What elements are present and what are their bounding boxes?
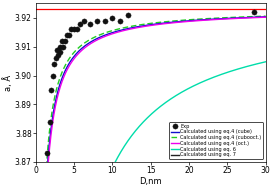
Exp [56,54,60,57]
Line: Calculated using eq.4 (oct.): Calculated using eq.4 (oct.) [46,17,266,189]
Exp [58,51,62,54]
Y-axis label: a, Å: a, Å [4,75,13,91]
Exp [87,22,92,25]
Calculated using eq. 6 [210,77,213,79]
Exp [75,28,79,31]
Calculated using eq.4 (cubooct.) [174,20,177,22]
Exp [54,48,59,51]
Exp [103,19,107,22]
Calculated using eq. 6 [145,118,148,120]
Calculated using eq.4 (oct.) [191,20,194,22]
Exp [110,16,115,19]
Calculated using eq.4 (cube) [144,24,147,27]
Calculated using eq.4 (cubooct.) [83,42,86,44]
Exp [78,22,82,25]
Calculated using eq.4 (oct.) [264,16,267,18]
Calculated using eq.4 (cube) [174,21,177,23]
X-axis label: D,nm: D,nm [139,177,162,186]
Calculated using eq.4 (oct.) [144,25,147,27]
Exp [49,88,53,91]
Exp [72,28,76,31]
Calculated using eq. 6 [131,134,134,136]
Exp [58,45,62,48]
Exp [69,28,73,31]
Calculated using eq.4 (cube) [264,16,267,18]
Exp [51,74,55,77]
Legend: Exp, Calculated using eq.4 (cube), Calculated using eq.4 (cubooct.), Calculated : Exp, Calculated using eq.4 (cube), Calcu… [169,122,263,160]
Exp [95,19,99,22]
Calculated using eq.4 (cubooct.) [264,15,267,17]
Exp [45,152,50,155]
Line: Calculated using eq.4 (cubooct.): Calculated using eq.4 (cubooct.) [46,16,266,175]
Calculated using eq.4 (oct.) [210,19,213,21]
Calculated using eq.4 (cubooct.) [144,23,147,25]
Calculated using eq.4 (oct.) [101,36,104,39]
Exp [61,45,66,48]
Calculated using eq.4 (cube) [83,45,86,47]
Exp [47,120,52,123]
Exp [64,34,69,37]
Exp [125,13,130,16]
Calculated using eq. 6 [209,77,212,80]
Exp [63,40,67,43]
Calculated using eq.4 (cube) [210,18,213,20]
Calculated using eq.4 (cube) [191,19,194,22]
Calculated using eq.4 (cube) [101,35,104,37]
Calculated using eq.4 (oct.) [83,47,86,49]
Calculated using eq. 6 [264,61,267,63]
Line: Calculated using eq. 6: Calculated using eq. 6 [68,62,266,189]
Calculated using eq.4 (oct.) [174,21,177,24]
Exp [252,11,256,14]
Calculated using eq.4 (cubooct.) [210,17,213,19]
Calculated using eq. 6 [191,85,194,88]
Exp [67,34,71,37]
Exp [118,19,122,22]
Exp [52,63,56,66]
Line: Calculated using eq.4 (cube): Calculated using eq.4 (cube) [46,17,266,189]
Exp [82,19,86,22]
Exp [54,57,58,60]
Exp [60,40,64,43]
Calculated using eq.4 (cubooct.) [101,33,104,35]
Calculated using eq.4 (cubooct.) [191,18,194,21]
Calculated using eq.4 (cubooct.) [44,174,47,176]
